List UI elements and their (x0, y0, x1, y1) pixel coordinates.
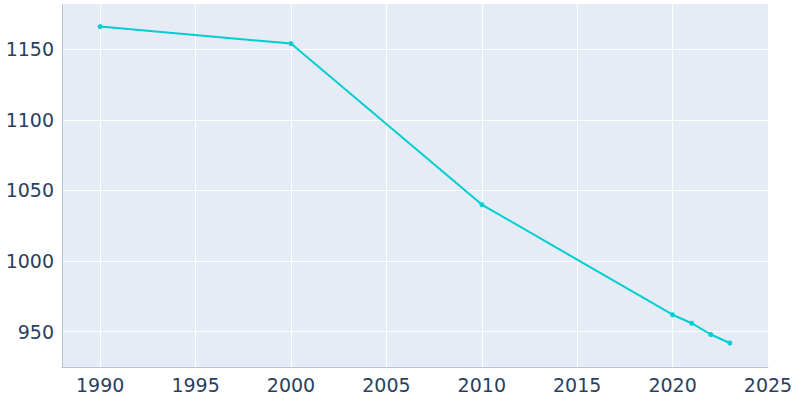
svg-text:2000: 2000 (267, 374, 315, 396)
svg-text:2005: 2005 (362, 374, 410, 396)
svg-text:1990: 1990 (76, 374, 124, 396)
svg-text:1995: 1995 (171, 374, 219, 396)
svg-text:950: 950 (18, 321, 54, 343)
svg-text:2015: 2015 (553, 374, 601, 396)
svg-text:2020: 2020 (648, 374, 696, 396)
svg-text:1050: 1050 (6, 179, 54, 201)
svg-text:1150: 1150 (6, 38, 54, 60)
svg-text:1100: 1100 (6, 109, 54, 131)
svg-text:2025: 2025 (744, 374, 792, 396)
svg-text:2010: 2010 (458, 374, 506, 396)
svg-text:1000: 1000 (6, 250, 54, 272)
